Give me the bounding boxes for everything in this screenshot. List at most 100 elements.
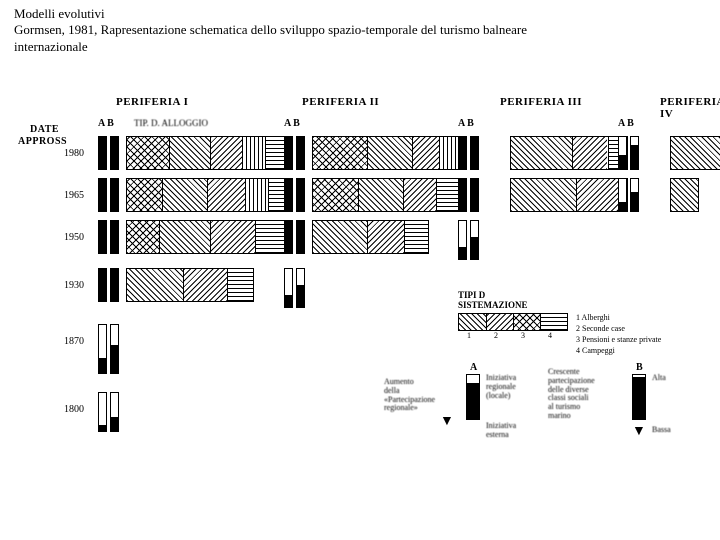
seg-p1-1-2 <box>207 179 245 211</box>
lb-mid: Crescentepartecipazionedelle diverseclas… <box>548 368 622 421</box>
lb-B-r2: Bassa <box>652 426 671 435</box>
year-label-4: 1870 <box>36 336 84 347</box>
bar-p2-0-1 <box>296 136 305 170</box>
seg-p1-3-1 <box>183 269 227 301</box>
bar-p1-3-0 <box>98 268 107 302</box>
ab-label-p2: A B <box>284 118 300 129</box>
bar-p1-2-1 <box>110 220 119 254</box>
bar-p1-4-0 <box>98 324 107 374</box>
lb-B-r1: Alta <box>652 374 666 383</box>
panel-p3-0 <box>510 136 628 170</box>
lb-B: B <box>636 362 643 373</box>
title-line-3: internazionale <box>14 39 710 55</box>
lbA-2: (locale) <box>486 392 540 401</box>
bar-p2-0-0 <box>284 136 293 170</box>
bar-p1-5-1 <box>110 392 119 432</box>
year-label-1: 1965 <box>36 190 84 201</box>
title-line-1: Modelli evolutivi <box>14 6 710 22</box>
bar-p1-5-0 <box>98 392 107 432</box>
seg-p1-3-2 <box>227 269 254 301</box>
bar-fill-p2-3-1 <box>297 285 304 307</box>
col-label-p2: PERIFERIA II <box>302 96 379 108</box>
bar-fill-p2-3-0 <box>285 295 292 307</box>
legend-ticks: 1234 <box>458 331 568 341</box>
lbAb-1: esterna <box>486 431 540 440</box>
seg-p1-1-1 <box>162 179 207 211</box>
sub-label-p1: TIP. D. ALLOGGIO <box>134 118 208 128</box>
bar-p2-2-1 <box>296 220 305 254</box>
arrow-down-1: ▼ <box>440 414 454 430</box>
year-label-2: 1950 <box>36 232 84 243</box>
seg-p1-2-2 <box>210 221 255 253</box>
legend-strip-div-1 <box>486 314 487 330</box>
div-p1-1-4 <box>268 179 269 211</box>
col-label-p1: PERIFERIA I <box>116 96 188 108</box>
lb-A: A <box>470 362 477 373</box>
year-label-0: 1980 <box>36 148 84 159</box>
div-p1-1-3 <box>245 179 246 211</box>
bar-p1-1-0 <box>98 178 107 212</box>
div-p2-1-2 <box>403 179 404 211</box>
ab-label-p4: A B <box>618 118 634 129</box>
div-p2-2-2 <box>404 221 405 253</box>
legend-strip-seg-2 <box>513 314 540 330</box>
bar-fill-p4-0-0 <box>619 155 626 169</box>
legend-strip-seg-3 <box>540 314 567 330</box>
div-p1-0-2 <box>210 137 211 169</box>
bar-p4-0-0 <box>618 136 627 170</box>
legend-bottom-left: Aumentodella«Partecipazioneregionale» <box>384 378 464 413</box>
bar-p3-2-0 <box>458 220 467 260</box>
div-p3-0-2 <box>608 137 609 169</box>
panel-p1-1 <box>126 178 286 212</box>
div-p1-3-2 <box>227 269 228 301</box>
lb-A-text-b: Iniziativaesterna <box>486 422 540 440</box>
seg-p2-1-0 <box>313 179 358 211</box>
bar-p1-1-1 <box>110 178 119 212</box>
arrow-down-2: ▼ <box>632 424 646 440</box>
seg-p2-0-0 <box>313 137 367 169</box>
seg-p2-1-2 <box>403 179 436 211</box>
axis-title-2: APPROSS <box>18 136 67 147</box>
bar-p3-2-1 <box>470 220 479 260</box>
legend-strip-seg-1 <box>486 314 513 330</box>
legend-item-0: 1 Alberghi <box>576 313 610 322</box>
axis-title-1: DATE <box>30 124 59 135</box>
seg-p3-0-1 <box>572 137 607 169</box>
lb-boxB <box>632 374 646 420</box>
year-label-3: 1930 <box>36 280 84 291</box>
div-p3-0-1 <box>572 137 573 169</box>
legend-tick-3: 4 <box>548 331 552 340</box>
year-label-5: 1800 <box>36 404 84 415</box>
lb-A-text: Iniziativaregionale(locale) <box>486 374 540 400</box>
lb-boxA-fill <box>467 383 479 419</box>
bar-p2-1-1 <box>296 178 305 212</box>
seg-p3-1-0 <box>511 179 576 211</box>
lb-boxA <box>466 374 480 420</box>
div-p3-1-1 <box>576 179 577 211</box>
diagram-area: DATE APPROSS PERIFERIA IA BTIP. D. ALLOG… <box>38 88 698 508</box>
lb-left-3: regionale» <box>384 404 464 413</box>
bar-fill-p1-4-1 <box>111 345 118 373</box>
bar-fill-p3-2-1 <box>471 237 478 259</box>
ab-label-p1: A B <box>98 118 114 129</box>
bar-fill-p4-1-1 <box>631 192 638 211</box>
seg-p2-2-1 <box>367 221 404 253</box>
panel-p2-0 <box>312 136 462 170</box>
panel-p4-1 <box>670 178 699 212</box>
legend-strip-seg-0 <box>459 314 486 330</box>
seg-p1-1-3 <box>245 179 267 211</box>
div-p1-1-1 <box>162 179 163 211</box>
div-p2-1-3 <box>436 179 437 211</box>
panel-p1-0 <box>126 136 286 170</box>
lb-boxB-fill <box>633 377 645 419</box>
title-line-2: Gormsen, 1981, Rapresentazione schematic… <box>14 22 710 38</box>
bar-fill-p1-5-1 <box>111 417 118 431</box>
panel-p1-2 <box>126 220 286 254</box>
bar-p3-1-1 <box>470 178 479 212</box>
div-p2-2-1 <box>367 221 368 253</box>
col-label-p3: PERIFERIA III <box>500 96 582 108</box>
div-p2-0-1 <box>367 137 368 169</box>
bar-fill-p1-4-0 <box>99 358 106 373</box>
legend-item-1: 2 Seconde case <box>576 324 625 333</box>
legend-item-2: 3 Pensioni e stanze private <box>576 335 661 344</box>
